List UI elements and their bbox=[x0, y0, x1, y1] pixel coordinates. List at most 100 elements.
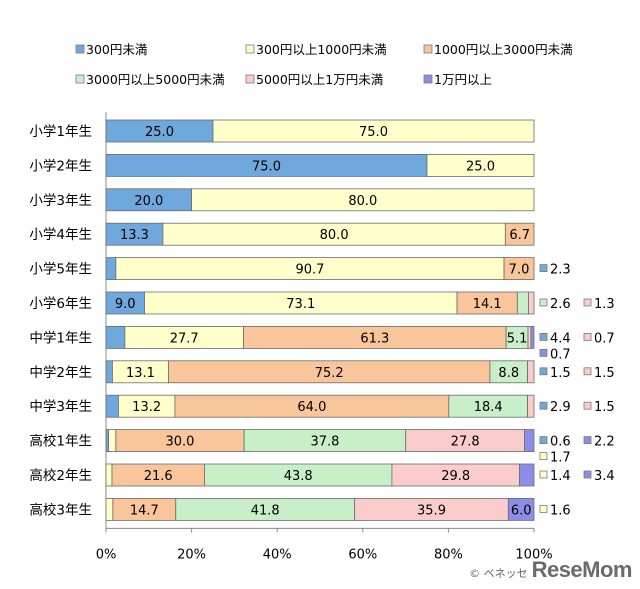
category-label: 高校3年生 bbox=[29, 501, 92, 518]
side-label: 1.6 bbox=[550, 503, 571, 518]
bar-segment bbox=[519, 463, 535, 487]
legend-label: 300円未満 bbox=[86, 42, 147, 57]
side-swatch bbox=[539, 436, 548, 445]
data-label: 13.1 bbox=[126, 366, 155, 381]
data-label: 5.1 bbox=[507, 331, 528, 346]
side-label: 1.4 bbox=[550, 469, 571, 484]
side-swatch bbox=[583, 298, 592, 307]
data-label: 7.0 bbox=[509, 263, 530, 278]
side-swatch bbox=[583, 332, 592, 341]
side-swatch bbox=[539, 470, 548, 479]
data-label: 90.7 bbox=[295, 263, 324, 278]
category-label: 高校2年生 bbox=[29, 467, 92, 484]
side-swatch bbox=[583, 470, 592, 479]
bar-segment bbox=[105, 497, 114, 521]
side-label: 2.3 bbox=[550, 263, 571, 278]
data-label: 80.0 bbox=[320, 228, 349, 243]
category-label: 小学2年生 bbox=[29, 158, 92, 174]
x-tick-label: 60% bbox=[348, 547, 377, 562]
bar-segment bbox=[503, 257, 535, 281]
data-label: 37.8 bbox=[310, 435, 339, 450]
data-label: 64.0 bbox=[297, 400, 326, 415]
x-tick-label: 0% bbox=[96, 547, 117, 562]
bar-segment bbox=[527, 325, 532, 349]
data-label: 61.3 bbox=[360, 331, 389, 346]
x-tick-label: 80% bbox=[434, 547, 463, 562]
category-label: 小学3年生 bbox=[29, 193, 92, 209]
data-label: 21.6 bbox=[144, 469, 173, 484]
data-label: 43.8 bbox=[284, 469, 313, 484]
category-label: 小学1年生 bbox=[29, 124, 92, 140]
side-swatch bbox=[583, 436, 592, 445]
bar-segment bbox=[108, 429, 117, 453]
legend-label: 1000円以上3000円未満 bbox=[434, 42, 573, 57]
side-label: 4.4 bbox=[550, 331, 571, 346]
data-label: 25.0 bbox=[145, 125, 174, 140]
legend: 300円未満 300円以上1000円未満 1000円以上3000円未満 3000円以上… bbox=[75, 42, 573, 87]
category-label: 小学4年生 bbox=[29, 227, 92, 243]
bar-segment bbox=[527, 394, 535, 418]
legend-swatch bbox=[75, 74, 85, 84]
bar-segment bbox=[105, 257, 117, 281]
bar-segment bbox=[504, 222, 535, 246]
data-label: 80.0 bbox=[348, 194, 377, 209]
data-label: 35.9 bbox=[417, 503, 446, 518]
category-label: 中学1年生 bbox=[29, 330, 92, 346]
legend-label: 3000円以上5000円未満 bbox=[86, 72, 225, 87]
category-label: 小学6年生 bbox=[29, 296, 92, 312]
side-swatch bbox=[583, 401, 592, 410]
bar-segment bbox=[530, 325, 535, 349]
x-tick-label: 100% bbox=[515, 547, 552, 562]
category-label: 中学2年生 bbox=[29, 365, 92, 381]
legend-label: 300円以上1000円未満 bbox=[256, 42, 387, 57]
bars: 25.0 75.0 75.0 25.0 20.0 80.0 13.3 80.0 6.7 90.7 7… bbox=[105, 119, 535, 521]
legend-label: 1万円以上 bbox=[434, 72, 492, 87]
copyright-text: © ベネッセ bbox=[469, 567, 528, 580]
data-label: 29.8 bbox=[441, 469, 470, 484]
data-label: 75.0 bbox=[359, 125, 388, 140]
data-label: 41.8 bbox=[251, 503, 280, 518]
bar-segment bbox=[105, 360, 113, 384]
data-label: 13.3 bbox=[120, 228, 149, 243]
side-swatch bbox=[539, 348, 548, 357]
data-label: 27.8 bbox=[451, 435, 480, 450]
data-label: 6.7 bbox=[509, 228, 530, 243]
side-swatch bbox=[539, 332, 548, 341]
data-label: 18.4 bbox=[474, 400, 503, 415]
legend-swatch bbox=[423, 74, 433, 84]
bar-segment bbox=[426, 153, 535, 177]
side-annotations: 2.32.6 1.34.4 0.70.71.5 1.52.9 1.50.6 2.21.71… bbox=[539, 263, 615, 518]
legend-swatch bbox=[245, 44, 255, 54]
category-label: 小学5年生 bbox=[29, 262, 92, 278]
data-label: 25.0 bbox=[466, 159, 495, 174]
category-label: 高校1年生 bbox=[29, 433, 92, 450]
legend-swatch bbox=[423, 44, 433, 54]
side-label: 0.7 bbox=[594, 331, 615, 346]
bar-segment bbox=[528, 291, 535, 315]
data-label: 6.0 bbox=[511, 503, 532, 518]
watermark: © ベネッセ ReseMom bbox=[469, 557, 632, 583]
x-tick-label: 20% bbox=[177, 547, 206, 562]
data-label: 14.7 bbox=[130, 503, 159, 518]
side-label: 2.6 bbox=[550, 297, 571, 312]
category-labels: 小学1年生小学2年生小学3年生小学4年生小学5年生小学6年生中学1年生中学2年生… bbox=[29, 124, 92, 518]
data-label: 75.0 bbox=[252, 159, 281, 174]
brand-logo-text: ReseMom bbox=[531, 557, 633, 582]
legend-label: 5000円以上1万円未満 bbox=[256, 72, 383, 87]
legend-swatch bbox=[245, 74, 255, 84]
side-swatch bbox=[539, 367, 548, 376]
bar-segment bbox=[105, 463, 113, 487]
data-label: 73.1 bbox=[286, 297, 315, 312]
category-label: 中学3年生 bbox=[29, 399, 92, 415]
side-label: 1.5 bbox=[550, 366, 571, 381]
bar-segment bbox=[524, 429, 535, 453]
bar-segment bbox=[105, 325, 126, 349]
bar-segment bbox=[527, 360, 535, 384]
data-label: 75.2 bbox=[315, 366, 344, 381]
side-swatch bbox=[539, 401, 548, 410]
side-label: 1.5 bbox=[594, 400, 615, 415]
legend-swatch bbox=[75, 44, 85, 54]
bar-segment bbox=[212, 119, 535, 143]
data-label: 27.7 bbox=[170, 331, 199, 346]
